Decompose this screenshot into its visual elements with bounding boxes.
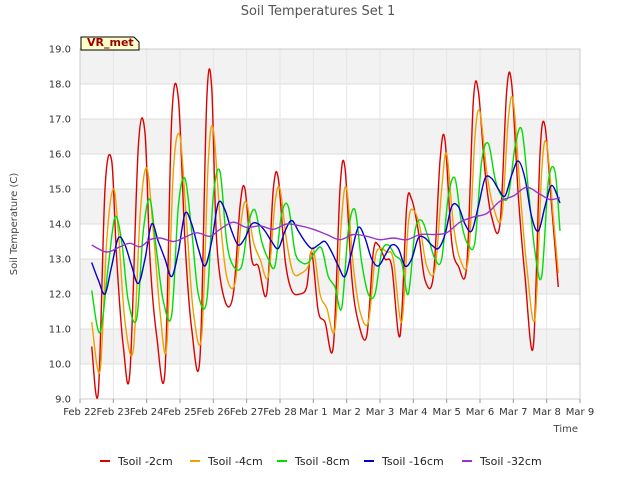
x-tick-label: Mar 5 (432, 407, 460, 418)
x-tick-label: Feb 25 (163, 407, 197, 418)
x-tick-label: Mar 1 (299, 407, 327, 418)
x-tick-label: Feb 24 (130, 407, 164, 418)
station-badge-shape (80, 36, 140, 51)
plot-area-border (79, 48, 581, 400)
x-tick-label: Feb 28 (263, 407, 297, 418)
y-tick-label: 14.0 (49, 220, 71, 231)
chart-title: Soil Temperatures Set 1 (241, 4, 396, 19)
x-tick-label: Mar 4 (399, 407, 427, 418)
y-tick-label: 17.0 (49, 115, 71, 126)
y-tick-label: 16.0 (49, 150, 71, 161)
y-tick-label: 18.0 (49, 80, 71, 91)
y-tick-label: 10.0 (49, 360, 71, 371)
y-tick-label: 15.0 (49, 185, 71, 196)
plot-band (80, 119, 580, 154)
station-badge: VR_met (80, 36, 140, 51)
y-tick-label: 13.0 (49, 255, 71, 266)
series-line-tsoil-2cm (91, 68, 559, 399)
plot-band (80, 364, 580, 399)
station-badge-label: VR_met (87, 36, 134, 49)
x-tick-label: Feb 27 (230, 407, 264, 418)
x-axis-ticks: Feb 22 Feb 23 Feb 24 Feb 25 Feb 26 Feb 27 Feb … (63, 399, 594, 418)
series-line-tsoil-8cm (91, 127, 561, 334)
x-tick-label: Mar 9 (566, 407, 594, 418)
y-axis-ticks: 9.0 10.0 11.0 12.0 13.0 14.0 15.0 16.0 17.0 18.0 1… (49, 45, 71, 406)
y-tick-label: 12.0 (49, 290, 71, 301)
x-tick-label: Feb 22 (63, 407, 97, 418)
legend-label-tsoil-16cm: Tsoil -16cm (381, 455, 444, 468)
x-tick-label: Mar 7 (499, 407, 527, 418)
plot-band (80, 189, 580, 224)
plot-band (80, 259, 580, 294)
x-axis-label: Time (553, 424, 578, 435)
x-tick-label: Mar 6 (466, 407, 494, 418)
x-tick-label: Mar 8 (532, 407, 560, 418)
x-tick-label: Feb 26 (197, 407, 231, 418)
legend: Tsoil -2cm Tsoil -4cm Tsoil -8cm Tsoil -16c… (100, 455, 542, 468)
series-lines (91, 68, 561, 399)
y-tick-label: 9.0 (55, 395, 71, 406)
plot-band (80, 84, 580, 119)
y-tick-label: 11.0 (49, 325, 71, 336)
x-tick-label: Feb 23 (97, 407, 131, 418)
plot-background-bands (80, 49, 580, 399)
legend-label-tsoil-4cm: Tsoil -4cm (207, 455, 263, 468)
series-line-tsoil-32cm (91, 186, 561, 253)
series-line-tsoil-16cm (91, 160, 561, 295)
x-tick-label: Mar 3 (366, 407, 394, 418)
x-tick-label: Mar 2 (332, 407, 360, 418)
y-axis-label: Soil Temperature (C) (9, 173, 20, 276)
legend-label-tsoil-2cm: Tsoil -2cm (117, 455, 173, 468)
legend-label-tsoil-8cm: Tsoil -8cm (294, 455, 350, 468)
plot-band (80, 49, 580, 84)
y-tick-label: 19.0 (49, 45, 71, 56)
legend-label-tsoil-32cm: Tsoil -32cm (479, 455, 542, 468)
